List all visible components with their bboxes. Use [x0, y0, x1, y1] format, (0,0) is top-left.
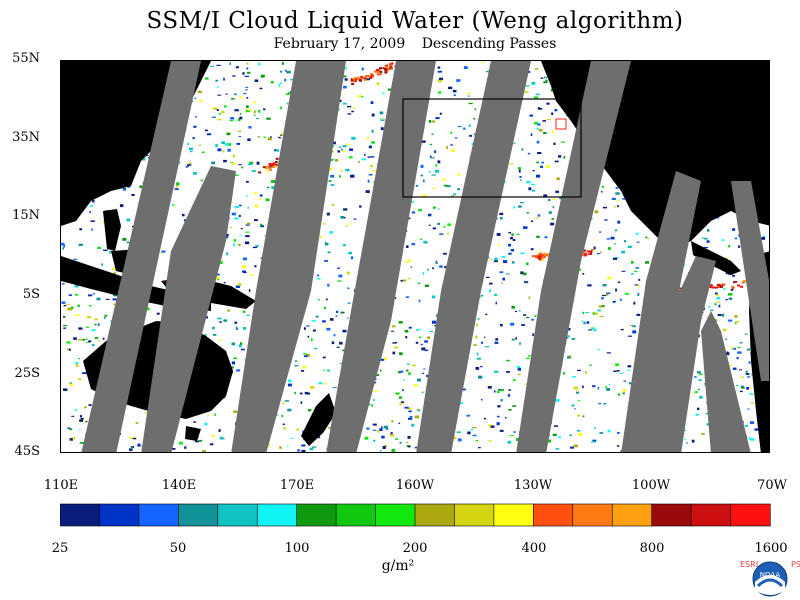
- units-label: g/m²: [381, 558, 415, 574]
- lat-tick-35n: 35N: [12, 130, 40, 145]
- colorbar-label-100: 100: [284, 541, 310, 556]
- lat-tick-15n: 15N: [12, 208, 40, 223]
- passes-label: Descending Passes: [421, 36, 557, 52]
- colorbar-cell: [99, 503, 140, 527]
- swath-gap-6: [516, 61, 631, 452]
- swath-gap-4: [326, 61, 436, 452]
- swath-gap-10: [731, 181, 769, 381]
- lon-tick-110e: 110E: [43, 478, 79, 493]
- colorbar-cell: [454, 503, 495, 527]
- noaa-logo[interactable]: NOAA: [750, 560, 790, 598]
- colorbar-cell: [296, 503, 337, 527]
- colorbar-label-200: 200: [402, 541, 428, 556]
- chart-title: SSM/I Cloud Liquid Water (Weng algorithm…: [146, 8, 684, 34]
- esrl-letters: ESRL: [740, 560, 761, 569]
- colorbar-label-25: 25: [51, 541, 69, 556]
- date-label: February 17, 2009: [273, 36, 406, 52]
- map-panel[interactable]: [60, 60, 770, 453]
- colorbar-cell: [533, 503, 574, 527]
- colorbar-cell: [217, 503, 258, 527]
- cloud-water-map: [61, 61, 769, 452]
- land-central-america: [691, 241, 741, 275]
- colorbar-cell: [335, 503, 377, 527]
- swath-gap-1: [81, 61, 201, 452]
- region-outline-box: [402, 98, 582, 198]
- colorbar-cell: [375, 503, 416, 527]
- colorbar-label-400: 400: [521, 541, 547, 556]
- colorbar-label-800: 800: [639, 541, 665, 556]
- lon-tick-170e: 170E: [279, 478, 315, 493]
- lat-tick-45s: 45S: [14, 444, 40, 459]
- land-new-zealand: [301, 393, 336, 446]
- swath-gap-9: [701, 311, 751, 452]
- colorbar-cell: [178, 503, 219, 527]
- swath-gap-5: [416, 61, 531, 452]
- colorbar-cell: [414, 503, 456, 527]
- lon-tick-130w: 130W: [513, 478, 553, 493]
- lon-tick-100w: 100W: [631, 478, 671, 493]
- colorbar-cell: [60, 503, 101, 527]
- swath-gap-3: [231, 61, 346, 452]
- lon-tick-70w: 70W: [757, 478, 787, 493]
- colorbar-cell: [651, 503, 692, 527]
- colorbar-cell: [730, 503, 771, 527]
- colorbar-cell: [138, 503, 179, 527]
- swath-gap-8: [641, 256, 716, 452]
- colorbar-cell: [690, 503, 732, 527]
- colorbar-cell: [256, 503, 298, 527]
- lon-tick-140e: 140E: [161, 478, 197, 493]
- land-tasmania: [185, 426, 201, 441]
- highlight-marker: [555, 118, 567, 130]
- chart-subtitle: February 17, 2009 Descending Passes: [0, 36, 800, 52]
- swath-gap-7: [621, 171, 701, 452]
- lat-tick-5s: 5S: [22, 287, 40, 302]
- color-bar: [60, 503, 771, 527]
- land-philippines: [103, 209, 121, 251]
- lat-tick-25s: 25S: [14, 366, 40, 381]
- colorbar-cell: [493, 503, 534, 527]
- swath-gap-layer: [81, 61, 769, 452]
- colorbar-label-1600: 1600: [754, 541, 788, 556]
- colorbar-cell: [611, 503, 653, 527]
- psd-letters: PSD: [791, 560, 800, 569]
- noaa-logo-text: NOAA: [760, 571, 781, 579]
- lat-tick-55n: 55N: [12, 51, 40, 66]
- colorbar-cell: [572, 503, 613, 527]
- lon-tick-160w: 160W: [395, 478, 435, 493]
- swath-gap-2: [141, 166, 236, 452]
- colorbar-label-50: 50: [169, 541, 187, 556]
